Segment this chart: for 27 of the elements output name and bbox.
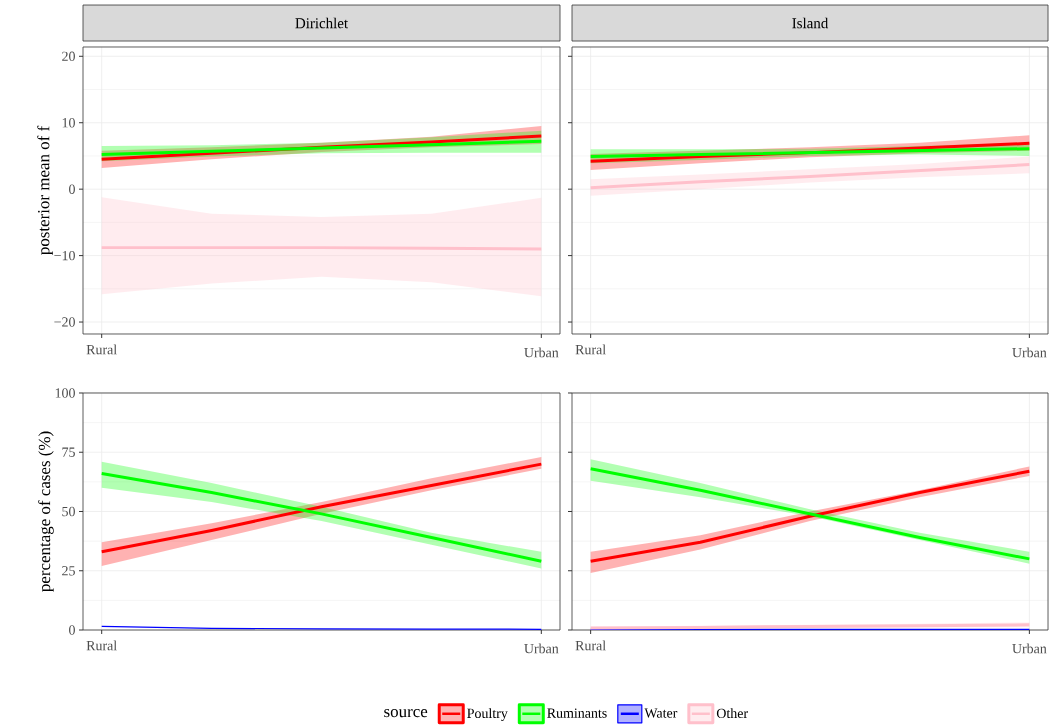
y-tick-label: −20 <box>54 317 75 327</box>
y-tick-label: 0 <box>69 184 75 194</box>
x-tick-label: Urban <box>524 347 559 358</box>
x-tick-label: Rural <box>575 640 606 651</box>
legend-label: Poultry <box>467 708 508 721</box>
legend-label: Water <box>644 708 678 718</box>
legend-label: Other <box>716 708 748 719</box>
y-tick-label: 75 <box>62 447 75 457</box>
x-tick-label: Rural <box>86 344 117 355</box>
legend-title: source <box>384 709 428 718</box>
y-tick-label: 20 <box>62 51 75 61</box>
y-tick-label: 25 <box>62 566 75 576</box>
chart-title: Island <box>792 17 829 29</box>
chart-title: Dirichlet <box>295 17 348 29</box>
x-tick-label: Rural <box>86 640 117 651</box>
legend-label: Ruminants <box>547 708 607 718</box>
y-tick-label: 100 <box>55 388 75 398</box>
y-tick-label: 10 <box>62 118 75 128</box>
x-tick-label: Urban <box>524 643 559 654</box>
y-axis-title: posterior mean of f <box>37 125 53 255</box>
x-tick-label: Rural <box>575 344 606 355</box>
y-tick-label: 50 <box>62 506 75 517</box>
y-axis-title: percentage of cases (%) <box>38 431 54 592</box>
y-tick-label: −10 <box>54 250 75 261</box>
y-tick-label: 0 <box>69 625 75 635</box>
x-tick-label: Urban <box>1012 643 1047 654</box>
x-tick-label: Urban <box>1012 347 1047 358</box>
